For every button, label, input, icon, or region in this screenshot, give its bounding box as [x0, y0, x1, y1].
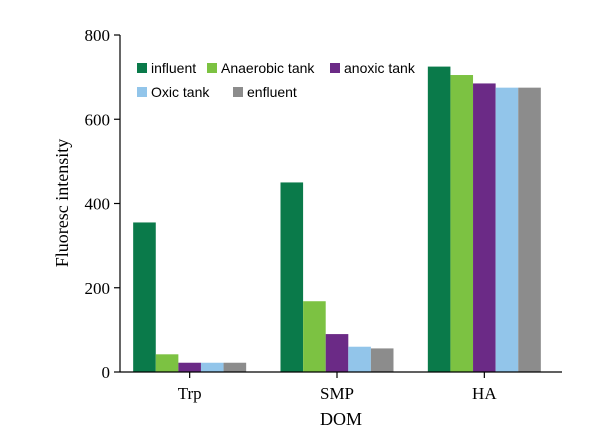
bar-influent-trp: [133, 222, 156, 372]
bar-anoxic-tank-ha: [473, 83, 496, 372]
bar-influent-ha: [427, 66, 451, 372]
x-tick-label: Trp: [178, 384, 202, 403]
bar-anaerobic-tank-ha: [450, 75, 474, 373]
legend: influent Anaerobic tank anoxic tank Oxic ta…: [137, 60, 416, 100]
bar-anoxic-tank-trp: [178, 362, 201, 372]
legend-swatch: [233, 87, 243, 97]
x-tick-label: SMP: [320, 384, 354, 403]
legend-label: Oxic tank: [151, 84, 210, 100]
legend-swatch: [330, 63, 340, 73]
legend-label: anoxic tank: [344, 60, 416, 76]
x-tick-label: HA: [472, 384, 497, 403]
y-ticks-layer: 0 200 400 600 800: [85, 26, 120, 382]
y-tick-label: 800: [85, 26, 111, 45]
bar-anoxic-tank-smp: [325, 334, 349, 372]
y-tick-label: 200: [85, 279, 111, 298]
bar-anaerobic-tank-trp: [155, 354, 179, 372]
bar-oxic-tank-smp: [348, 346, 371, 372]
legend-swatch: [137, 63, 147, 73]
bar-enfluent-smp: [370, 348, 394, 372]
bar-oxic-tank-ha: [495, 87, 519, 372]
legend-swatch: [137, 87, 147, 97]
y-tick-label: 0: [102, 363, 111, 382]
legend-label: enfluent: [247, 84, 297, 100]
bar-oxic-tank-trp: [200, 362, 224, 372]
y-axis-title: Fluoresc intensity: [52, 139, 72, 268]
bar-enfluent-trp: [223, 362, 247, 372]
x-axis-title: DOM: [320, 409, 362, 429]
bars-layer: [133, 66, 541, 373]
legend-label: Anaerobic tank: [221, 60, 315, 76]
x-ticks-layer: Trp SMP HA: [178, 372, 497, 403]
bar-enfluent-ha: [518, 87, 541, 372]
y-tick-label: 600: [85, 110, 111, 129]
y-tick-label: 400: [85, 195, 111, 214]
legend-label: influent: [151, 60, 196, 76]
legend-swatch: [207, 63, 217, 73]
bar-anaerobic-tank-smp: [303, 301, 326, 372]
bar-influent-smp: [280, 182, 304, 372]
